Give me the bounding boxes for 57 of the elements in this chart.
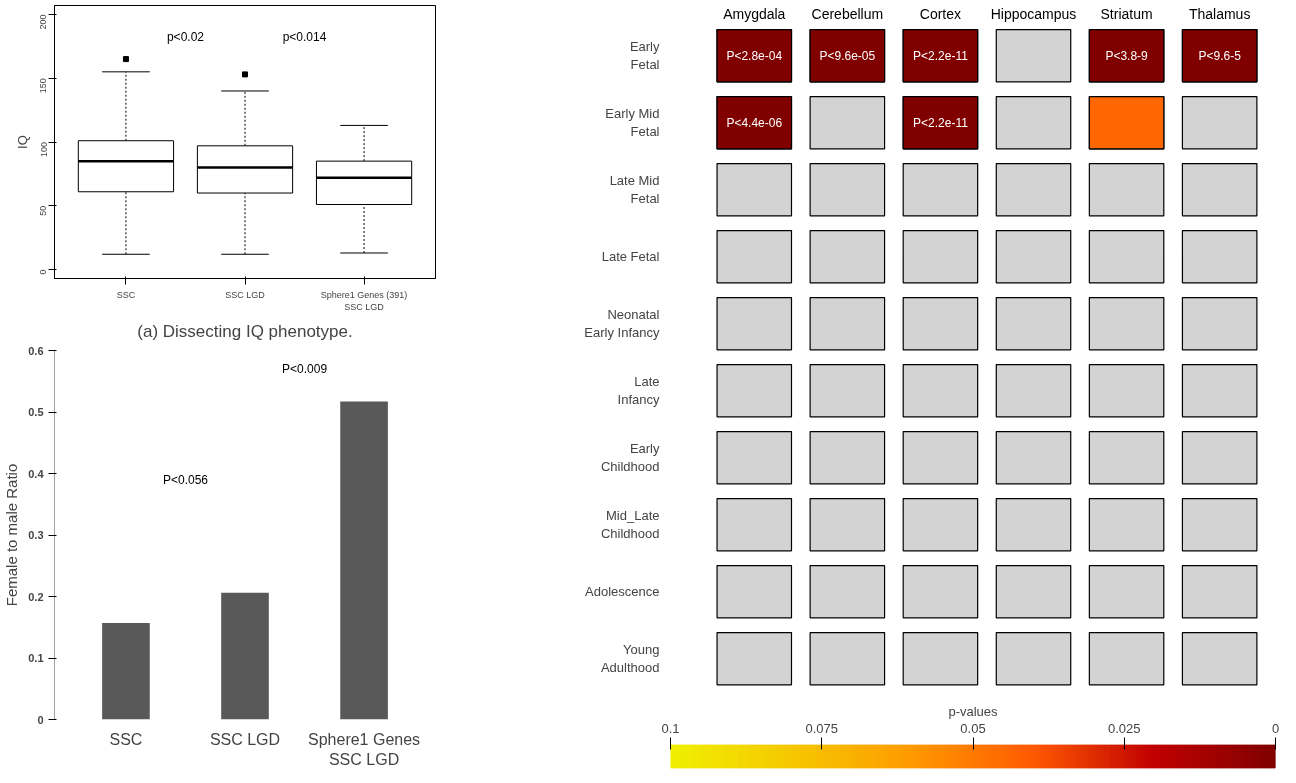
y-tick-label: Young Adulthood <box>600 642 660 676</box>
y-tick-label: Early Childhood <box>600 441 660 475</box>
annotation: P<0.009 <box>282 361 328 376</box>
data-label: P<2.2e-11 <box>913 115 969 130</box>
data-label: P<3.8-9 <box>1105 48 1149 63</box>
data-label: P<4.4e-06 <box>726 115 783 130</box>
y-axis-title: IQ <box>14 135 30 149</box>
y-tick-label: 0 <box>37 713 44 726</box>
text: (a) Dissecting IQ phenotype. <box>137 321 353 341</box>
x-tick-label: SSC <box>109 730 143 748</box>
y-tick-label: 0.2 <box>28 590 44 603</box>
x-tick-label: Cortex <box>919 6 962 23</box>
y-tick-label: Late Mid Fetal <box>609 173 660 207</box>
y-tick-label: 100 <box>38 141 49 158</box>
y-tick-label: Adolescence <box>585 584 660 600</box>
color-bar-label: 0.025 <box>1107 720 1141 736</box>
annotation: p<0.014 <box>282 29 327 44</box>
y-tick-label: 0.5 <box>28 406 44 418</box>
data-label: P<2.2e-11 <box>913 48 969 63</box>
y-tick-label: 150 <box>38 78 49 94</box>
y-tick-label: 0.1 <box>28 652 44 664</box>
annotation: P<0.056 <box>162 472 209 487</box>
color-bar-label: 0 <box>1271 720 1280 736</box>
annotation: p<0.02 <box>166 29 205 44</box>
x-tick-label: Striatum <box>1100 6 1153 23</box>
x-tick-label: SSC LGD <box>209 730 281 748</box>
bar <box>102 622 150 720</box>
color-bar-label: 0.1 <box>661 720 680 736</box>
y-tick-label: Mid_Late Childhood <box>600 508 660 542</box>
y-tick-label: 0.4 <box>28 467 45 480</box>
y-tick-label: Late Infancy <box>617 374 660 408</box>
y-tick-label: 0 <box>38 269 49 275</box>
y-tick-label: Early Mid Fetal <box>605 106 660 140</box>
color-bar-title: p-values <box>948 703 999 719</box>
color-bar-label: 0.05 <box>960 720 986 736</box>
color-bar-label: 0.075 <box>805 720 839 736</box>
y-tick-label: 200 <box>38 14 49 30</box>
y-axis-title: Female to male Ratio <box>3 463 21 607</box>
x-tick-label: Hippocampus <box>990 6 1077 23</box>
y-tick-label: 0.3 <box>28 529 44 541</box>
y-tick-label: 50 <box>38 205 49 216</box>
y-tick-label: Late Fetal <box>601 249 660 265</box>
data-label: P<2.8e-04 <box>726 48 783 63</box>
x-tick-label: Amygdala <box>723 6 786 23</box>
data-label: P<9.6-5 <box>1198 48 1242 63</box>
x-tick-label: SSC LGD <box>225 289 266 300</box>
x-tick-label: Cerebellum <box>811 6 884 23</box>
y-tick-label: 0.6 <box>28 344 44 357</box>
x-tick-label: Thalamus <box>1188 6 1251 23</box>
y-tick-label: Neonatal Early Infancy <box>584 307 660 341</box>
bar <box>340 401 388 720</box>
x-tick-label: Sphere1 Genes SSC LGD <box>308 730 421 768</box>
y-tick-label: Early Fetal <box>629 39 660 73</box>
x-tick-label: Sphere1 Genes (391) SSC LGD <box>320 289 408 312</box>
x-tick-label: SSC <box>116 289 136 300</box>
bar <box>221 592 269 720</box>
data-label: P<9.6e-05 <box>819 48 876 63</box>
